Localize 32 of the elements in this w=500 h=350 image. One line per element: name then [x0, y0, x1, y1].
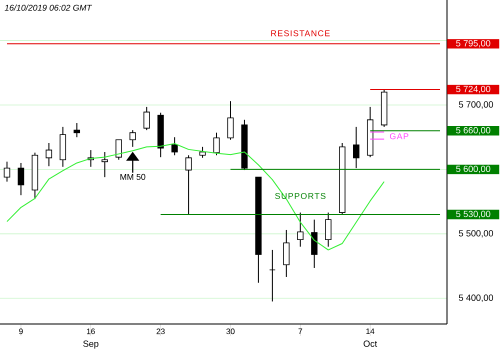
- candlestick: [353, 126, 360, 169]
- candlestick: [311, 219, 318, 268]
- candlestick: [46, 142, 52, 167]
- annotation: RESISTANCE: [271, 30, 330, 36]
- candlestick: [130, 130, 136, 148]
- candlestick: [227, 100, 234, 140]
- data-label: 5 600,00: [456, 166, 490, 174]
- chart-title: 16/10/2019 06:02 GMT: [4, 4, 92, 11]
- annotation: Sep: [83, 340, 98, 349]
- data-label: 5 795,00: [456, 40, 490, 48]
- candlestick: [325, 212, 332, 248]
- candlestick: [283, 229, 290, 278]
- candlestick: [116, 139, 122, 160]
- data-label: 5 660,00: [456, 127, 490, 134]
- y-tick-label: 5 700,00: [458, 101, 494, 109]
- candlestick: [18, 162, 24, 196]
- y-tick-label: 5 400,00: [458, 294, 494, 302]
- candlestick: [269, 249, 276, 302]
- series-label: GAP: [390, 133, 408, 140]
- candlestick: [74, 122, 80, 138]
- candlestick: [213, 132, 220, 156]
- y-tick-label: 5 500,00: [458, 230, 494, 238]
- annotation: Oct: [364, 340, 378, 347]
- text: MM 50: [120, 174, 146, 180]
- data-label: 5 530,00: [456, 210, 490, 218]
- candlestick: [102, 152, 108, 178]
- candlestick: [4, 161, 10, 182]
- candlestick: [185, 154, 192, 215]
- candlestick: [171, 136, 178, 156]
- candlestick: [297, 212, 304, 248]
- candlestick: [143, 106, 150, 131]
- data-label: 5 724,00: [456, 86, 490, 94]
